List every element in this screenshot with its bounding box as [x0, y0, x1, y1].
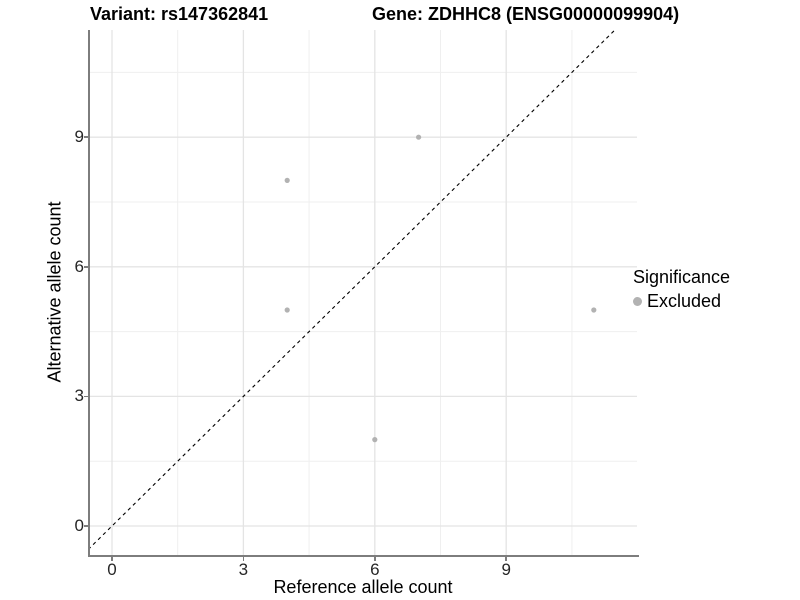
y-axis-line	[88, 30, 90, 557]
data-point	[372, 437, 378, 443]
data-point	[284, 177, 290, 183]
legend-point-icon	[633, 297, 642, 306]
y-tick-label: 6	[74, 256, 84, 276]
y-tick-label: 9	[74, 127, 84, 147]
identity-line	[90, 30, 616, 549]
y-tick-label: 0	[74, 516, 84, 535]
data-point	[591, 307, 597, 313]
x-tick-mark	[111, 557, 113, 561]
x-tick-label: 6	[370, 560, 380, 579]
y-tick-mark	[84, 136, 88, 138]
x-tick-mark	[505, 557, 507, 561]
x-tick-label: 9	[501, 560, 511, 579]
x-axis-title: Reference allele count	[273, 577, 453, 597]
data-point	[416, 134, 422, 140]
legend-entry-label: Excluded	[647, 291, 722, 311]
x-tick-label: 3	[238, 560, 249, 579]
scatter-plot-canvas	[90, 30, 637, 555]
plot-panel	[90, 30, 637, 555]
gene-title: Gene: ZDHHC8 (ENSG00000099904)	[372, 4, 680, 24]
y-tick-mark	[84, 266, 88, 268]
x-tick-label: 0	[107, 560, 117, 579]
y-axis-title: Alternative allele count	[44, 201, 65, 383]
x-tick-mark	[242, 557, 245, 561]
x-tick-mark	[374, 557, 376, 561]
data-point	[284, 307, 290, 313]
legend-title: Significance	[633, 267, 731, 287]
y-tick-label: 3	[74, 386, 84, 406]
y-tick-mark	[84, 525, 88, 527]
legend-entry-excluded: Excluded	[633, 291, 730, 312]
variant-title: Variant: rs147362841	[90, 4, 269, 24]
y-tick-mark	[84, 395, 88, 398]
legend: Significance Excluded	[633, 267, 730, 312]
x-axis-line	[88, 555, 639, 557]
